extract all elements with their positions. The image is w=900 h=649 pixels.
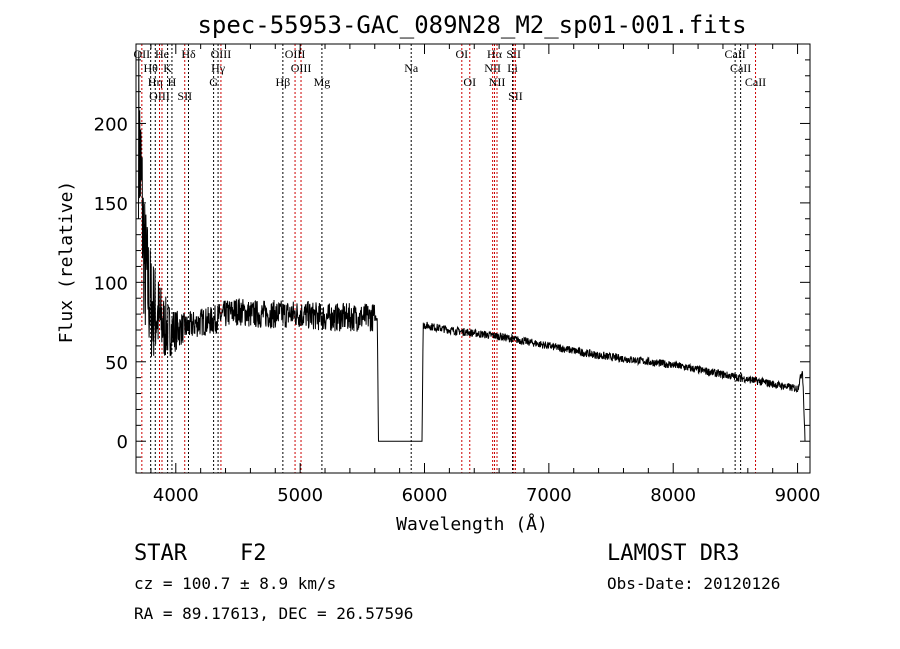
spectral-line-label: CaII bbox=[724, 47, 745, 61]
chart-title: spec-55953-GAC_089N28_M2_sp01-001.fits bbox=[197, 11, 746, 39]
y-axis-label: Flux (relative) bbox=[56, 181, 77, 344]
axes: 4000 5000 6000 7000 8000 9000 0 50 100 150 200 bbox=[94, 43, 821, 506]
spectral-line-label: K bbox=[163, 61, 172, 75]
spectral-line-label: CaII bbox=[745, 75, 766, 89]
spectral-line-label: CaII bbox=[730, 61, 751, 75]
spectral-line-label: He bbox=[155, 47, 169, 61]
object-subclass: F2 bbox=[240, 541, 267, 566]
obs-date: Obs-Date: 20120126 bbox=[607, 574, 780, 593]
spectral-line-label: G bbox=[209, 75, 218, 89]
x-tick-label: 6000 bbox=[402, 485, 448, 506]
spectral-line-label: Na bbox=[404, 61, 419, 75]
spectral-line-label: SII bbox=[506, 47, 521, 61]
spectral-line-label: SII bbox=[508, 89, 523, 103]
spectral-line-label: OIII bbox=[149, 89, 170, 103]
x-tick-label: 8000 bbox=[650, 485, 696, 506]
spectral-line-label: OII bbox=[134, 47, 151, 61]
spectral-line-label: Hα bbox=[487, 47, 503, 61]
spectral-line-label: SII bbox=[177, 89, 192, 103]
spectral-line-label: H bbox=[168, 75, 177, 89]
spectral-line-label: Hθ bbox=[143, 61, 158, 75]
plot-frame bbox=[135, 43, 811, 474]
x-tick-label: 4000 bbox=[153, 485, 199, 506]
spectral-line-label: NII bbox=[484, 61, 501, 75]
spectral-line-label: NII bbox=[489, 75, 506, 89]
spectral-line-label: OI bbox=[455, 47, 468, 61]
y-tick-label: 0 bbox=[117, 432, 128, 453]
y-tick-label: 100 bbox=[94, 273, 128, 294]
spectral-line-label: Hβ bbox=[275, 75, 290, 89]
spectral-line-label: Mg bbox=[314, 75, 331, 89]
survey-name: LAMOST DR3 bbox=[607, 541, 739, 566]
spectral-line-label: OIII bbox=[211, 47, 232, 61]
y-tick-label: 150 bbox=[94, 194, 128, 215]
x-axis-label: Wavelength (Å) bbox=[396, 513, 548, 535]
object-class: STAR bbox=[134, 541, 188, 566]
y-tick-label: 50 bbox=[105, 353, 128, 374]
spectral-line-label: OIII bbox=[291, 61, 312, 75]
spectral-lines: OIIHθOIIIHηHeKHSIIHδGHγOIIIHβOIIIOIIIMgN… bbox=[134, 44, 766, 473]
redshift-cz: cz = 100.7 ± 8.9 km/s bbox=[134, 574, 336, 593]
x-tick-label: 7000 bbox=[526, 485, 572, 506]
spectral-line-label: OI bbox=[463, 75, 476, 89]
spectral-line-label: Li bbox=[507, 61, 518, 75]
y-tick-label: 200 bbox=[94, 114, 128, 135]
spectrum-line bbox=[138, 51, 806, 442]
x-tick-label: 5000 bbox=[277, 485, 323, 506]
spectral-line-label: Hη bbox=[148, 75, 163, 89]
x-tick-label: 9000 bbox=[775, 485, 821, 506]
spectral-line-label: OIII bbox=[285, 47, 306, 61]
spectral-line-label: Hδ bbox=[181, 47, 196, 61]
ra-dec: RA = 89.17613, DEC = 26.57596 bbox=[134, 604, 413, 623]
spectral-line-label: Hγ bbox=[211, 61, 226, 75]
